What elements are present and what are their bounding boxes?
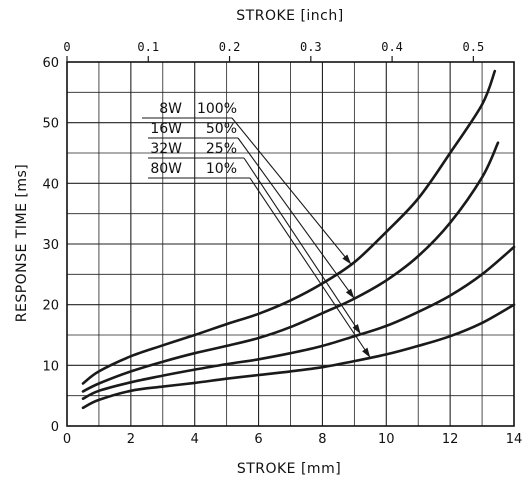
legend-label-power: 8W [159,101,182,117]
x-tick-label: 0 [63,432,71,447]
x-axis-label: STROKE [mm] [237,461,341,477]
legend-arrows [142,117,371,359]
y-tick-label: 10 [42,359,59,374]
top-axis-ticks: 0 0.1 0.2 0.3 0.4 0.5 [63,40,484,62]
legend-arrowhead [362,347,371,358]
legend-arrowhead [342,254,352,265]
y-axis-ticks: 0 10 20 30 40 50 60 [42,56,59,435]
plot-frame [66,61,515,427]
y-tick-label: 0 [51,420,59,435]
top-tick-label: 0 [63,40,70,54]
x-tick-label: 14 [506,432,523,447]
x-axis-ticks: 0 2 4 6 8 10 12 14 [63,432,522,447]
legend-label-power: 80W [150,161,182,177]
top-tick-label: 0.1 [137,40,159,54]
series-line-3 [81,245,516,400]
y-tick-label: 60 [42,56,59,71]
x-tick-label: 8 [318,432,326,447]
y-axis-label: RESPONSE TIME [ms] [14,164,30,323]
legend-label-duty: 50% [206,121,237,137]
legend-arrowhead [345,288,355,299]
legend-label-duty: 100% [197,101,237,117]
legend-label-duty: 25% [206,141,237,157]
legend-arrowhead [352,324,361,335]
x-tick-label: 6 [254,432,262,447]
series-line-2 [81,141,500,393]
legend-label-power: 32W [150,141,182,157]
x-tick-label: 12 [442,432,459,447]
top-tick-label: 0.4 [381,40,403,54]
top-tick-label: 0.2 [219,40,241,54]
top-tick-label: 0.3 [300,40,322,54]
y-tick-label: 40 [42,177,59,192]
legend-label-duty: 10% [206,161,237,177]
x-tick-label: 2 [127,432,135,447]
top-axis-label: STROKE [inch] [236,8,343,24]
x-tick-label: 10 [378,432,395,447]
legend-arrow-line [231,117,352,265]
series-line-4 [81,303,516,410]
grid-lines [67,62,514,426]
legend-arrow-line [249,177,371,359]
y-tick-label: 20 [42,299,59,314]
top-tick-label: 0.5 [463,40,485,54]
legend-arrow-line [243,157,362,335]
legend-label-power: 16W [150,121,182,137]
x-tick-label: 4 [191,432,199,447]
y-tick-label: 30 [42,238,59,253]
series-line-1 [81,69,497,385]
y-tick-label: 50 [42,117,59,132]
series-curves [81,69,516,410]
legend-labels: 8W 100% 16W 50% 32W 25% 80W 10% [150,101,237,177]
legend-arrow-line [237,137,355,299]
